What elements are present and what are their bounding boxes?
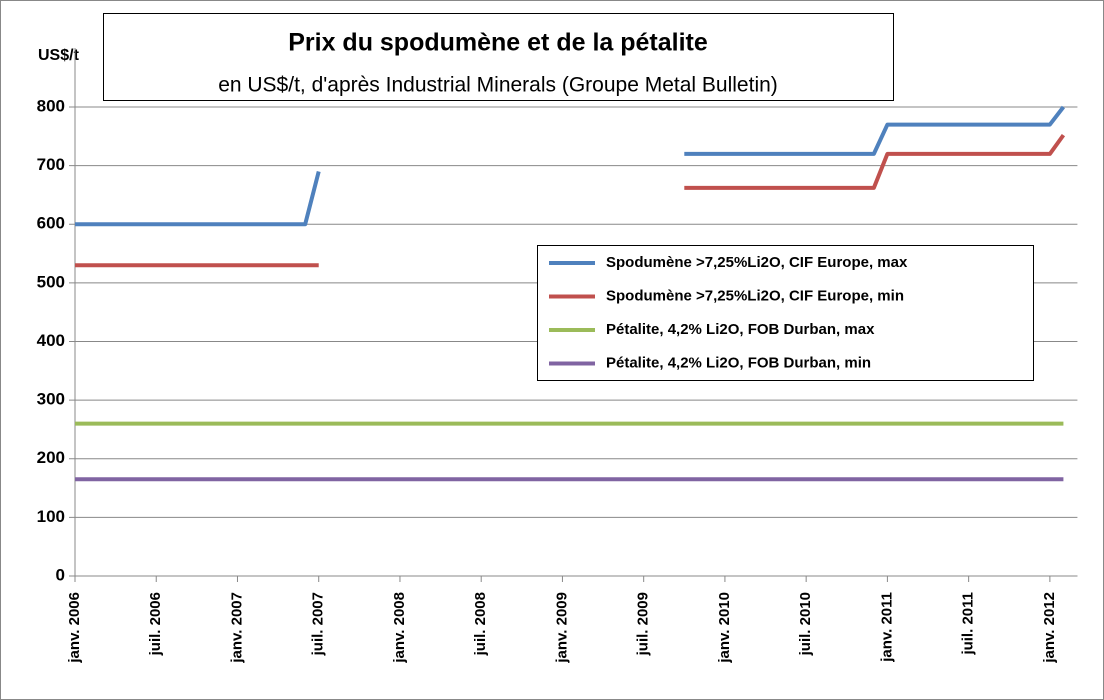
legend-label: Spodumène >7,25%Li2O, CIF Europe, min: [606, 287, 904, 304]
x-tick-label: janv. 2008: [391, 592, 408, 664]
x-tick-label: janv. 2012: [1041, 592, 1058, 664]
x-tick-label: janv. 2006: [66, 592, 83, 664]
y-tick-label: 0: [56, 565, 65, 584]
y-tick-label: 300: [37, 390, 65, 409]
chart-title: Prix du spodumène et de la pétalite: [288, 29, 708, 57]
x-tick-label: juil. 2011: [960, 592, 977, 656]
x-tick-label: juil. 2007: [310, 592, 327, 656]
x-tick-label: juil. 2008: [472, 592, 489, 656]
legend-box: [537, 245, 1034, 381]
series-line: [75, 105, 1066, 227]
legend-label: Pétalite, 4,2% Li2O, FOB Durban, max: [606, 321, 875, 338]
x-tick-label: juil. 2009: [635, 592, 652, 656]
legend-label: Pétalite, 4,2% Li2O, FOB Durban, min: [606, 354, 871, 371]
y-tick-label: 100: [37, 507, 65, 526]
series-line: [75, 133, 1066, 268]
x-tick-label: juil. 2006: [147, 592, 164, 656]
y-tick-label: 800: [37, 96, 65, 115]
y-axis-label: US$/t: [38, 47, 80, 64]
y-tick-label: 500: [37, 272, 65, 291]
x-tick-label: janv. 2011: [878, 592, 895, 663]
y-tick-label: 600: [37, 214, 65, 233]
y-tick-label: 400: [37, 331, 65, 350]
x-tick-label: janv. 2009: [553, 592, 570, 664]
x-tick-label: juil. 2010: [797, 592, 814, 656]
x-tick-label: janv. 2010: [716, 592, 733, 664]
title-box: [103, 13, 894, 101]
chart-subtitle: en US$/t, d'après Industrial Minerals (G…: [218, 74, 778, 97]
legend-label: Spodumène >7,25%Li2O, CIF Europe, max: [606, 254, 908, 271]
y-tick-label: 200: [37, 448, 65, 467]
x-tick-label: janv. 2007: [228, 592, 245, 664]
y-tick-label: 700: [37, 155, 65, 174]
